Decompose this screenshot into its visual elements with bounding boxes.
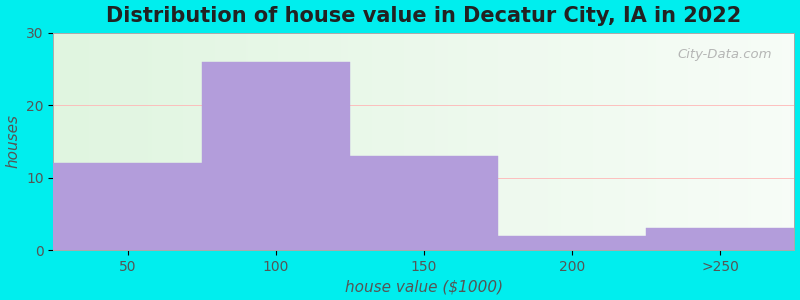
Text: City-Data.com: City-Data.com xyxy=(678,48,772,61)
Bar xyxy=(498,236,646,250)
Bar xyxy=(350,156,498,250)
Bar xyxy=(54,163,202,250)
Y-axis label: houses: houses xyxy=(6,114,21,168)
Bar xyxy=(202,62,350,250)
X-axis label: house value ($1000): house value ($1000) xyxy=(345,279,503,294)
Title: Distribution of house value in Decatur City, IA in 2022: Distribution of house value in Decatur C… xyxy=(106,6,742,26)
Bar xyxy=(646,228,794,250)
